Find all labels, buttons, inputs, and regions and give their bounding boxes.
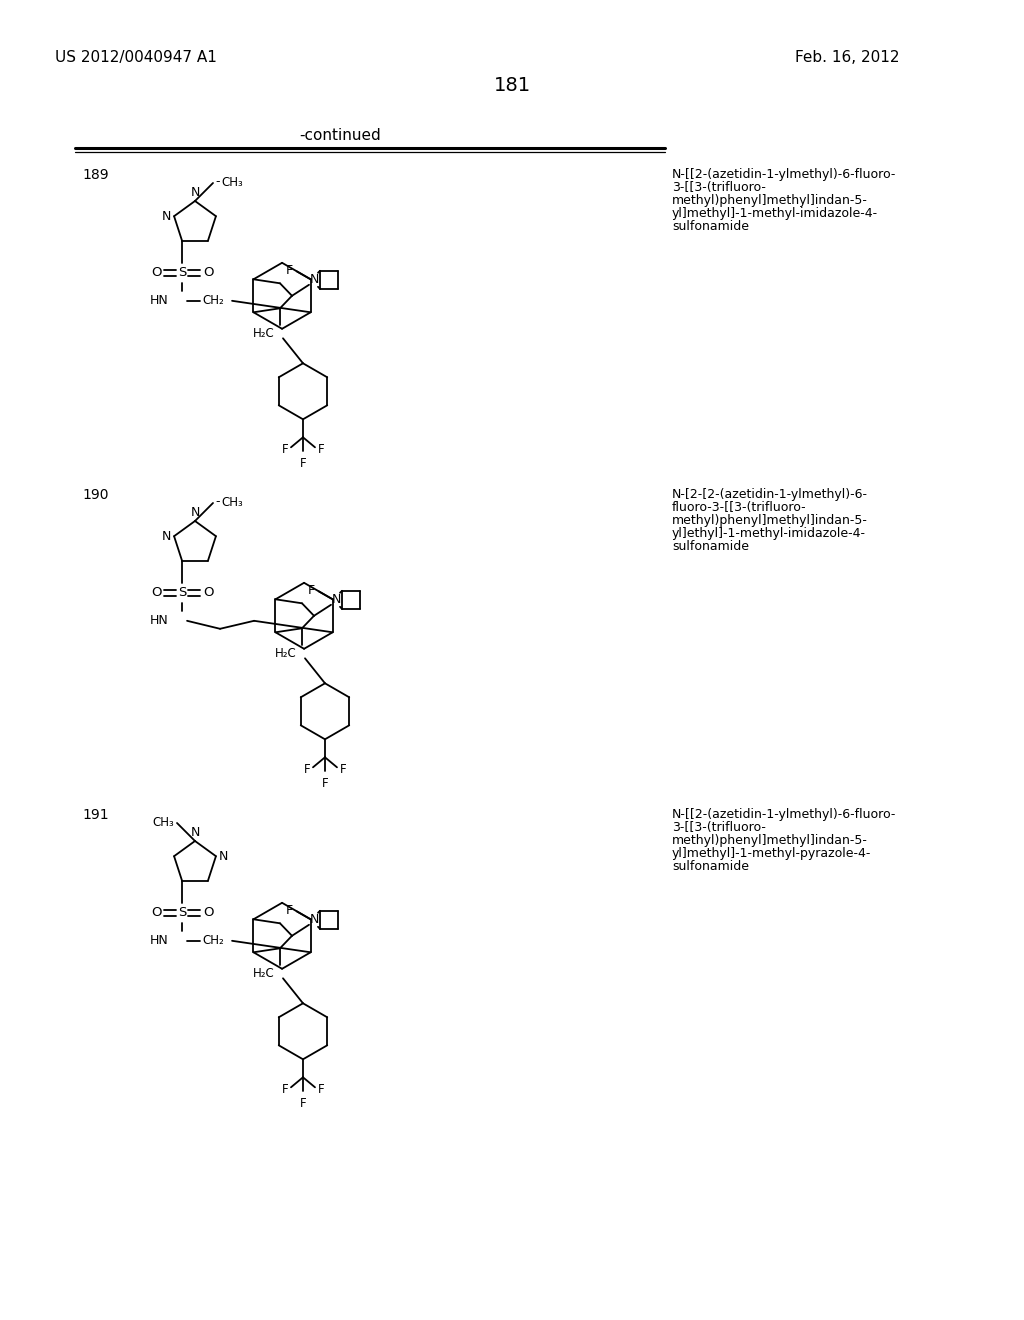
Text: -: - — [215, 176, 219, 189]
Text: HN: HN — [150, 294, 168, 308]
Text: -: - — [215, 495, 219, 508]
Text: yl]methyl]-1-methyl-imidazole-4-: yl]methyl]-1-methyl-imidazole-4- — [672, 207, 879, 220]
Text: 3-[[3-(trifluoro-: 3-[[3-(trifluoro- — [672, 181, 766, 194]
Text: F: F — [282, 1082, 289, 1096]
Text: N: N — [190, 186, 200, 199]
Text: N-[[2-(azetidin-1-ylmethyl)-6-fluoro-: N-[[2-(azetidin-1-ylmethyl)-6-fluoro- — [672, 168, 896, 181]
Text: 191: 191 — [82, 808, 109, 822]
Text: F: F — [300, 1097, 306, 1110]
Text: Feb. 16, 2012: Feb. 16, 2012 — [795, 50, 899, 65]
Text: HN: HN — [150, 614, 168, 627]
Text: H₂C: H₂C — [253, 966, 275, 979]
Text: F: F — [322, 777, 329, 791]
Text: F: F — [307, 583, 314, 597]
Text: F: F — [304, 763, 310, 776]
Text: F: F — [282, 442, 289, 455]
Text: S: S — [178, 907, 186, 919]
Text: CH₂: CH₂ — [202, 294, 224, 308]
Text: F: F — [286, 264, 293, 277]
Text: O: O — [151, 267, 162, 280]
Text: -continued: -continued — [299, 128, 381, 143]
Text: methyl)phenyl]methyl]indan-5-: methyl)phenyl]methyl]indan-5- — [672, 513, 868, 527]
Text: 181: 181 — [494, 77, 530, 95]
Text: CH₃: CH₃ — [221, 176, 243, 189]
Text: CH₃: CH₃ — [153, 816, 174, 829]
Text: N: N — [219, 850, 228, 863]
Text: N: N — [190, 506, 200, 519]
Text: 189: 189 — [82, 168, 109, 182]
Text: yl]methyl]-1-methyl-pyrazole-4-: yl]methyl]-1-methyl-pyrazole-4- — [672, 847, 871, 861]
Text: F: F — [300, 457, 306, 470]
Text: yl]ethyl]-1-methyl-imidazole-4-: yl]ethyl]-1-methyl-imidazole-4- — [672, 527, 866, 540]
Text: sulfonamide: sulfonamide — [672, 861, 749, 873]
Text: N: N — [309, 273, 318, 286]
Text: methyl)phenyl]methyl]indan-5-: methyl)phenyl]methyl]indan-5- — [672, 194, 868, 207]
Text: F: F — [340, 763, 346, 776]
Text: N: N — [309, 913, 318, 927]
Text: S: S — [178, 267, 186, 280]
Text: sulfonamide: sulfonamide — [672, 220, 749, 234]
Text: N: N — [190, 826, 200, 840]
Text: F: F — [286, 904, 293, 917]
Text: H₂C: H₂C — [275, 647, 297, 660]
Text: methyl)phenyl]methyl]indan-5-: methyl)phenyl]methyl]indan-5- — [672, 834, 868, 847]
Text: O: O — [151, 586, 162, 599]
Text: sulfonamide: sulfonamide — [672, 540, 749, 553]
Text: O: O — [203, 907, 213, 919]
Text: N-[[2-(azetidin-1-ylmethyl)-6-fluoro-: N-[[2-(azetidin-1-ylmethyl)-6-fluoro- — [672, 808, 896, 821]
Text: fluoro-3-[[3-(trifluoro-: fluoro-3-[[3-(trifluoro- — [672, 502, 807, 513]
Text: HN: HN — [150, 935, 168, 948]
Text: F: F — [317, 1082, 325, 1096]
Text: F: F — [317, 442, 325, 455]
Text: O: O — [203, 267, 213, 280]
Text: S: S — [178, 586, 186, 599]
Text: N: N — [332, 593, 341, 606]
Text: 3-[[3-(trifluoro-: 3-[[3-(trifluoro- — [672, 821, 766, 834]
Text: O: O — [151, 907, 162, 919]
Text: US 2012/0040947 A1: US 2012/0040947 A1 — [55, 50, 217, 65]
Text: CH₃: CH₃ — [221, 495, 243, 508]
Text: 190: 190 — [82, 488, 109, 502]
Text: N: N — [162, 529, 171, 543]
Text: O: O — [203, 586, 213, 599]
Text: CH₂: CH₂ — [202, 935, 224, 948]
Text: H₂C: H₂C — [253, 327, 275, 339]
Text: N-[2-[2-(azetidin-1-ylmethyl)-6-: N-[2-[2-(azetidin-1-ylmethyl)-6- — [672, 488, 868, 502]
Text: N: N — [162, 210, 171, 223]
